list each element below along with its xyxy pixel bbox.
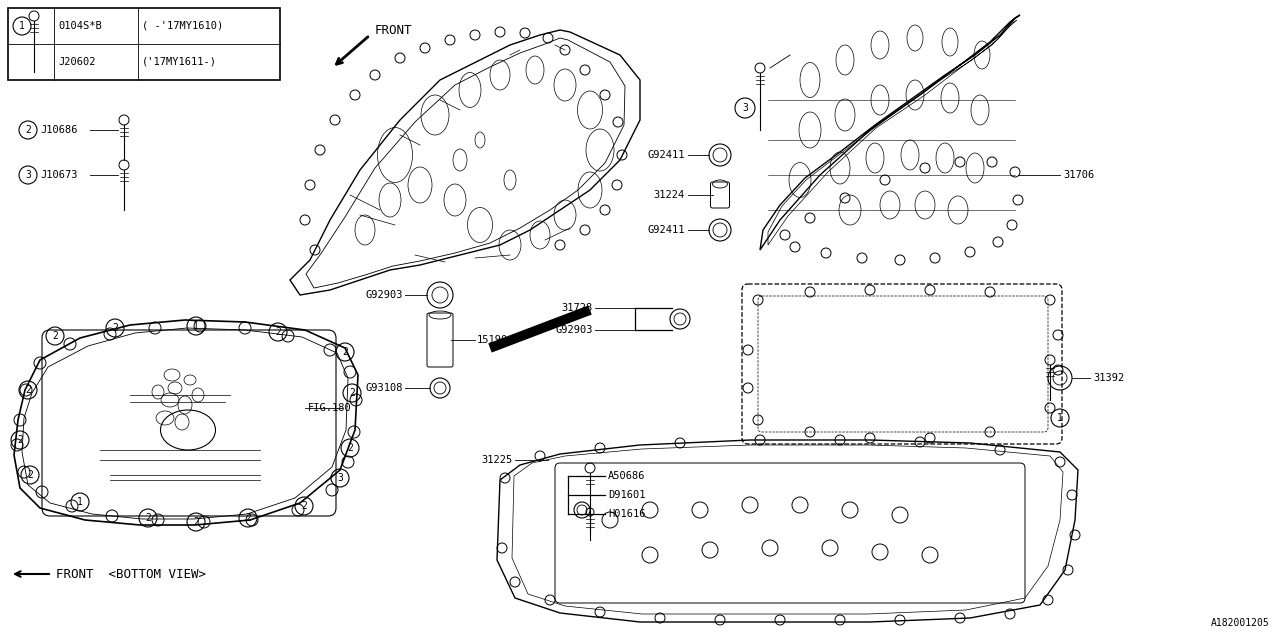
Text: J20602: J20602: [58, 57, 96, 67]
Text: 3: 3: [337, 473, 343, 483]
Text: G93108: G93108: [366, 383, 403, 393]
Text: 1: 1: [77, 497, 83, 507]
Text: G92411: G92411: [648, 225, 685, 235]
Text: G92903: G92903: [366, 290, 403, 300]
Text: 2: 2: [342, 347, 348, 357]
Text: 2: 2: [17, 435, 23, 445]
Text: G92903: G92903: [556, 325, 593, 335]
Text: 3: 3: [742, 103, 748, 113]
Text: 2: 2: [275, 327, 280, 337]
Text: 2: 2: [145, 513, 151, 523]
Text: ( -'17MY1610): ( -'17MY1610): [142, 21, 223, 31]
Text: 2: 2: [113, 323, 118, 333]
Text: 31225: 31225: [481, 455, 513, 465]
Text: 2: 2: [27, 470, 33, 480]
Text: 1: 1: [19, 21, 24, 31]
Text: FRONT: FRONT: [375, 24, 412, 36]
Text: 2: 2: [26, 385, 31, 395]
Text: A182001205: A182001205: [1211, 618, 1270, 628]
Text: 31728: 31728: [562, 303, 593, 313]
Text: 2: 2: [347, 443, 353, 453]
Text: FRONT  <BOTTOM VIEW>: FRONT <BOTTOM VIEW>: [56, 568, 206, 580]
Text: G92411: G92411: [648, 150, 685, 160]
Text: 0104S*B: 0104S*B: [58, 21, 101, 31]
Text: 2: 2: [193, 517, 198, 527]
Text: FIG.180: FIG.180: [308, 403, 352, 413]
Text: D91601: D91601: [608, 490, 645, 500]
Text: 3: 3: [26, 170, 31, 180]
Text: 31224: 31224: [654, 190, 685, 200]
Text: H01616: H01616: [608, 509, 645, 519]
Text: 2: 2: [52, 331, 58, 341]
Text: 2: 2: [349, 388, 355, 398]
Text: 2: 2: [244, 513, 251, 523]
Text: J10673: J10673: [40, 170, 78, 180]
Text: 31706: 31706: [1062, 170, 1094, 180]
Text: A50686: A50686: [608, 471, 645, 481]
Text: 2: 2: [301, 501, 307, 511]
Text: J10686: J10686: [40, 125, 78, 135]
Text: 15190: 15190: [477, 335, 508, 345]
Text: 1: 1: [193, 321, 198, 331]
Text: 1: 1: [1057, 413, 1062, 423]
Text: 31392: 31392: [1093, 373, 1124, 383]
Text: 2: 2: [26, 125, 31, 135]
Text: ('17MY1611-): ('17MY1611-): [142, 57, 218, 67]
